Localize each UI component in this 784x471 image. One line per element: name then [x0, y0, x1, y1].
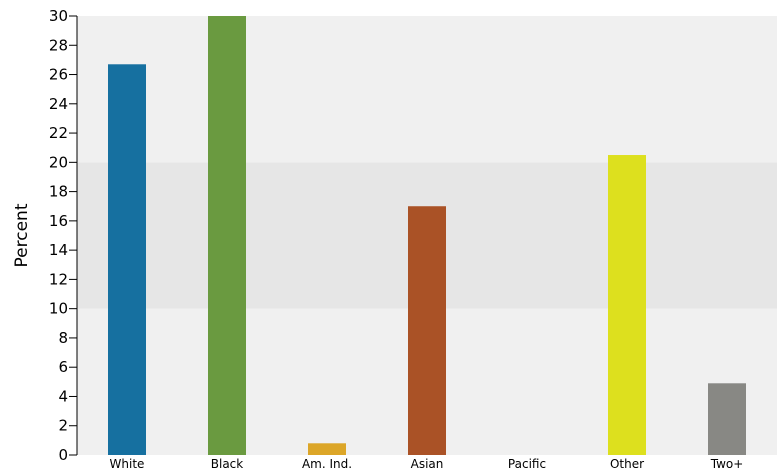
- x-axis-labels: White Black Am. Ind. Asian Pacific Other Two+: [110, 457, 744, 471]
- y-tick-label: 28: [49, 36, 68, 54]
- bar-am-ind: [308, 443, 346, 455]
- x-category-label: Other: [610, 457, 644, 471]
- y-tick-label: 30: [49, 7, 68, 25]
- x-category-label: Two+: [710, 457, 744, 471]
- y-tick-label: 10: [49, 300, 68, 318]
- bar-two: [708, 383, 746, 455]
- y-tick-label: 24: [49, 95, 68, 113]
- y-tick-label: 2: [58, 417, 68, 435]
- bar-asian: [408, 206, 446, 455]
- background-band: [77, 16, 777, 163]
- y-tick-label: 4: [58, 387, 68, 405]
- x-category-label: White: [110, 457, 145, 471]
- y-tick-label: 26: [49, 66, 68, 84]
- y-tick-label: 0: [58, 446, 68, 464]
- bar-white: [108, 64, 146, 455]
- bars: [108, 16, 746, 455]
- x-category-label: Asian: [411, 457, 444, 471]
- bar-other: [608, 155, 646, 455]
- x-category-label: Pacific: [508, 457, 546, 471]
- y-tick-label: 12: [49, 270, 68, 288]
- y-tick-label: 16: [49, 212, 68, 230]
- y-tick-label: 6: [58, 358, 68, 376]
- y-tick-label: 20: [49, 153, 68, 171]
- y-axis-title: Percent: [12, 203, 32, 267]
- bar-black: [208, 16, 246, 455]
- y-tick-label: 22: [49, 124, 68, 142]
- y-tick-label: 18: [49, 183, 68, 201]
- y-tick-label: 8: [58, 329, 68, 347]
- x-category-label: Black: [211, 457, 244, 471]
- y-tick-label: 14: [49, 241, 68, 259]
- x-category-label: Am. Ind.: [302, 457, 352, 471]
